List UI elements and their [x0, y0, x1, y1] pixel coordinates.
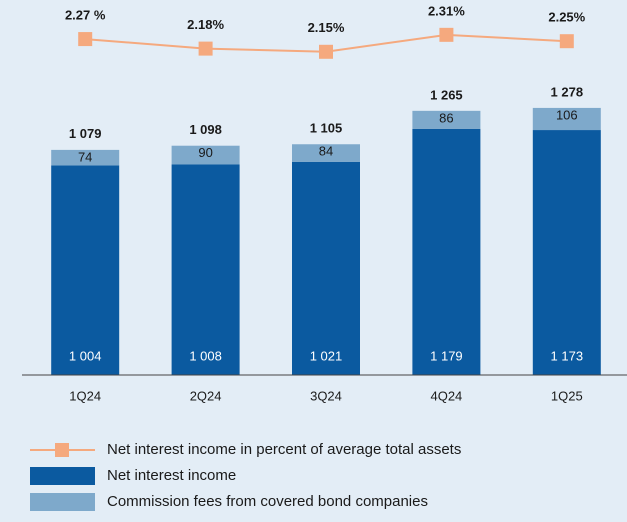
line-label: 2.25%	[548, 10, 585, 25]
bar-segment	[51, 149, 120, 166]
x-tick-label: 1Q24	[69, 388, 101, 403]
total-label: 1 265	[430, 87, 463, 102]
bar-label: 74	[78, 149, 92, 164]
bar-segment	[532, 107, 601, 131]
bar-segment	[532, 130, 601, 375]
x-tick-label: 3Q24	[310, 388, 342, 403]
legend-label: Net interest income in percent of averag…	[107, 441, 461, 458]
total-label: 1 098	[189, 122, 222, 137]
line-label: 2.31%	[428, 3, 465, 18]
bar-label: 84	[319, 144, 333, 159]
bar-segment	[412, 128, 481, 375]
bar-segment	[51, 165, 120, 375]
total-label: 1 278	[551, 85, 584, 100]
line-marker	[198, 41, 213, 56]
bar-segment	[292, 161, 360, 375]
x-tick-label: 1Q25	[551, 388, 583, 403]
bar-label: 1 004	[69, 348, 102, 363]
bar-label: 106	[556, 107, 578, 122]
bar-segment	[292, 144, 360, 162]
bar-label: 1 021	[310, 348, 343, 363]
legend-marker	[55, 443, 69, 457]
bar-segment	[171, 164, 240, 375]
line-marker	[439, 27, 454, 42]
line-label: 2.27 %	[65, 8, 106, 23]
line-marker	[78, 32, 93, 47]
bar-label: 1 008	[189, 348, 222, 363]
line-label: 2.18%	[187, 17, 224, 32]
bar-label: 90	[198, 145, 212, 160]
line-marker	[559, 34, 574, 49]
x-tick-label: 2Q24	[190, 388, 222, 403]
legend-swatch	[30, 467, 95, 485]
total-label: 1 079	[69, 126, 102, 141]
x-tick-label: 4Q24	[430, 388, 462, 403]
legend-swatch	[30, 493, 95, 511]
line-label: 2.15%	[308, 20, 345, 35]
legend-label: Commission fees from covered bond compan…	[107, 493, 428, 510]
bar-label: 1 173	[551, 348, 584, 363]
bar-segment	[412, 110, 481, 129]
bar-label: 1 179	[430, 348, 463, 363]
bar-segment	[171, 145, 240, 165]
total-label: 1 105	[310, 121, 343, 136]
legend-label: Net interest income	[107, 467, 236, 484]
bar-label: 86	[439, 110, 453, 125]
line-marker	[319, 44, 333, 59]
